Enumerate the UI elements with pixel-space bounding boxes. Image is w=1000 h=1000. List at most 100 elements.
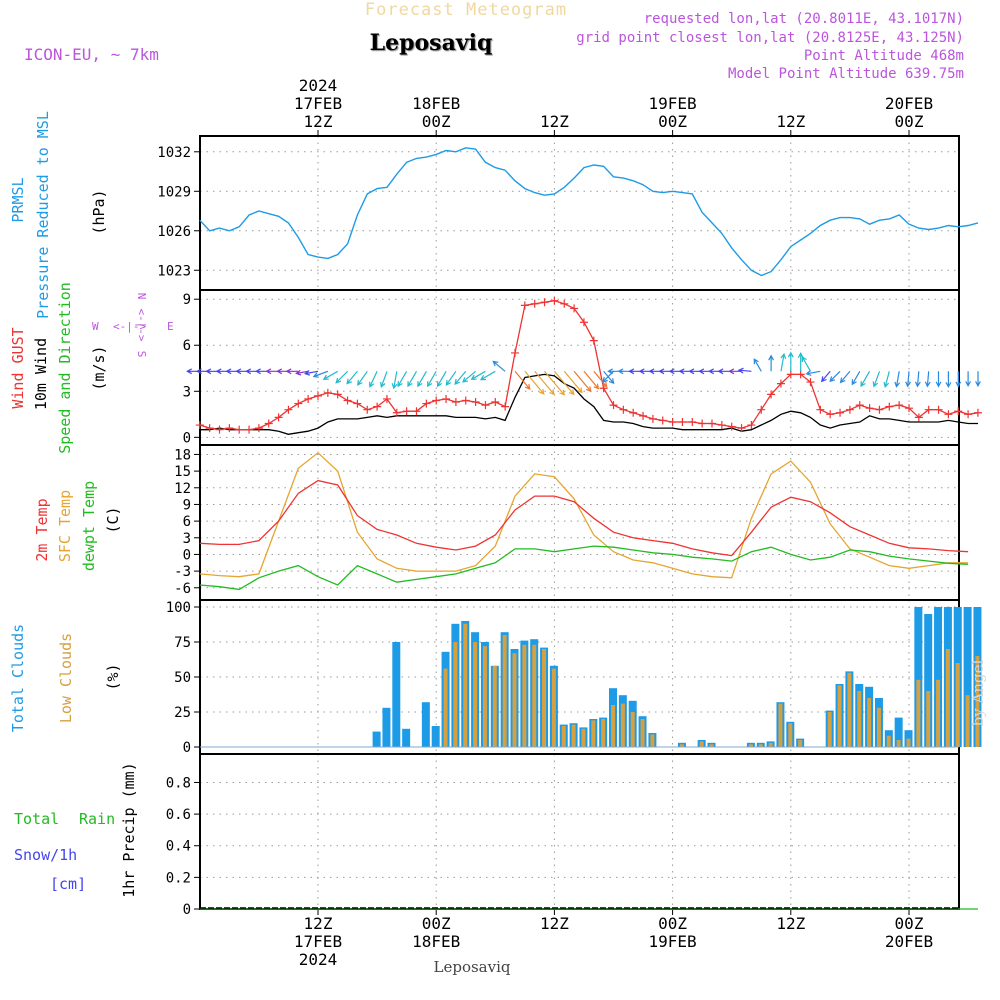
wind-gust-marker	[451, 398, 460, 407]
wind-gust-marker	[639, 411, 648, 420]
wind-direction-arrow	[285, 368, 299, 375]
model-altitude: Model Point Altitude 639.75m	[728, 66, 964, 82]
panel-frame	[199, 753, 960, 910]
wind-gust-marker	[727, 422, 736, 431]
wind-direction-arrow	[805, 370, 821, 376]
low-cloud-bar	[551, 668, 556, 747]
wind-gust-marker	[491, 398, 500, 407]
wind-gust-marker	[402, 407, 411, 416]
top-time-label: 12Z	[776, 112, 805, 131]
low-cloud-bar	[709, 744, 714, 747]
wind-gust-marker	[471, 398, 480, 407]
top-time-label: 18FEB	[412, 94, 460, 113]
total-cloud-bar	[963, 607, 972, 747]
wind-gust-marker	[579, 318, 588, 327]
low-cloud-bar	[640, 719, 645, 747]
low-cloud-bar	[945, 649, 950, 747]
wind-gust-marker	[304, 394, 313, 403]
low-cloud-bar	[453, 642, 458, 747]
wind-direction-arrow	[801, 355, 812, 372]
wind-gust-marker	[619, 405, 628, 414]
watermark: by Angel	[969, 659, 987, 726]
y-tick-label: 1023	[157, 263, 191, 279]
prmsl-line	[199, 147, 979, 277]
wind-gust-marker	[875, 405, 884, 414]
clouds-panel: 0 25 50 75 100	[166, 599, 982, 756]
low-cloud-bar	[965, 695, 970, 747]
precip-ylabel: 1hr Precip (mm)	[120, 762, 138, 897]
low-cloud-bar	[837, 685, 842, 747]
wind-direction-arrow	[603, 370, 615, 385]
wind-gust-marker	[274, 413, 283, 422]
wind-gust-marker	[757, 405, 766, 414]
wind-direction-arrow	[851, 371, 861, 386]
low-cloud-bar	[601, 719, 606, 747]
low-cloud-bar	[955, 663, 960, 747]
wind-gust-marker	[382, 394, 391, 403]
low-cloud-bar	[561, 726, 566, 747]
low-cloud-bar	[798, 740, 803, 747]
wind-direction-arrow	[462, 370, 476, 383]
wind-gust-marker	[264, 419, 273, 428]
wind-direction-arrow	[860, 371, 871, 388]
wind-labels: Wind GUST 10m Wind Speed and Direction (…	[9, 282, 174, 454]
low-cloud-bar	[532, 644, 537, 747]
total-cloud-bar	[382, 707, 391, 747]
wind-gust-marker	[392, 408, 401, 417]
pressure-unit-label: (hPa)	[90, 189, 108, 234]
low-cloud-bar	[443, 668, 448, 747]
top-time-label: 12Z	[304, 112, 333, 131]
y-tick-label: 15	[174, 464, 191, 480]
wind-gust-marker	[796, 370, 805, 379]
low-cloud-bar	[896, 740, 901, 747]
low-cloud-bar	[886, 735, 891, 747]
location-title: Leposaviq	[370, 30, 493, 56]
wind-direction-arrow	[583, 370, 600, 390]
wind-direction-arrow	[797, 352, 804, 372]
y-tick-label: 75	[174, 635, 191, 651]
compass-e: E	[167, 320, 174, 333]
wind-gust-marker	[934, 405, 943, 414]
bottom-time-label: 19FEB	[649, 932, 697, 951]
wind-direction-arrow	[593, 370, 608, 388]
pressure-labels: PRMSL Pressure Reduced to MSL (hPa)	[9, 111, 108, 319]
wind-unit-label: (m/s)	[90, 345, 108, 390]
compass-h-arrow: <-|->	[113, 320, 146, 333]
top-time-label: 17FEB	[294, 94, 342, 113]
wind-gust-marker	[432, 396, 441, 405]
low-cloud-bar	[758, 744, 763, 747]
bottom-time-label: 00Z	[422, 914, 451, 933]
wind-gust-marker	[343, 396, 352, 405]
pressure-msl-label: Pressure Reduced to MSL	[34, 111, 52, 319]
bottom-time-label: 18FEB	[412, 932, 460, 951]
wind-direction-arrow	[346, 370, 358, 385]
bottom-location: Leposaviq	[434, 958, 511, 976]
low-cloud-bar	[650, 734, 655, 747]
wind-direction-arrow	[417, 371, 427, 388]
compass-w: W	[92, 320, 99, 333]
low-cloud-bar	[482, 646, 487, 747]
wind-direction-arrow	[780, 352, 787, 372]
wind-gust-marker	[914, 413, 923, 422]
low-cloud-bar	[581, 728, 586, 747]
wind-direction-arrow	[883, 371, 890, 389]
bottom-time-label: 12Z	[776, 914, 805, 933]
wind-direction-arrow	[427, 371, 437, 388]
wind-gust-marker	[540, 298, 549, 307]
wind-gust-marker	[678, 417, 687, 426]
y-tick-label: 0	[183, 547, 191, 563]
wind-direction-arrow	[737, 367, 752, 374]
total-cloud-bar	[372, 731, 381, 747]
wind-gust-marker	[245, 425, 254, 434]
wind-gust-marker	[314, 391, 322, 400]
wind-gust-marker	[520, 301, 529, 310]
top-time-label: 00Z	[658, 112, 687, 131]
bottom-time-label: 12Z	[540, 914, 569, 933]
top-time-label: 19FEB	[649, 94, 697, 113]
y-tick-label: 9	[183, 497, 191, 513]
y-tick-label: 18	[174, 447, 191, 463]
wind-gust-marker	[905, 404, 913, 413]
wind-direction-arrow	[563, 370, 583, 394]
